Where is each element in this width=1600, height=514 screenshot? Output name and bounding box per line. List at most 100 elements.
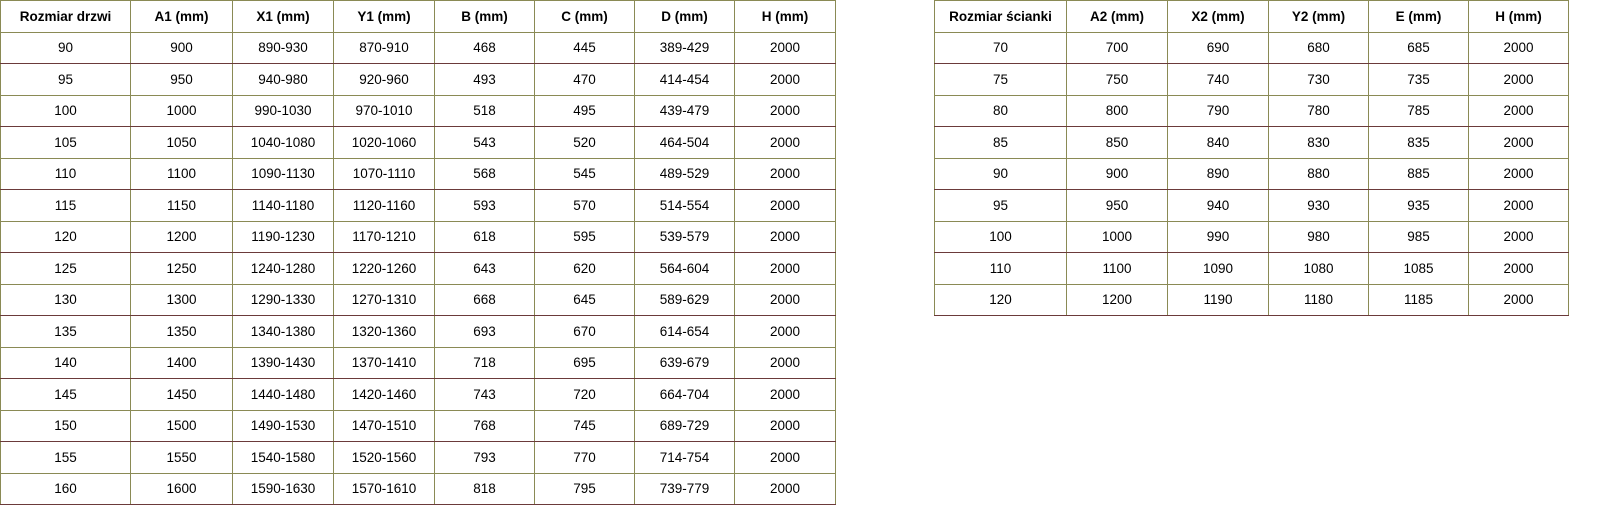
table-cell: 940: [1167, 189, 1269, 222]
table-cell: 900: [130, 31, 233, 64]
table-cell: 1180: [1268, 283, 1369, 316]
table-cell: 1000: [1066, 220, 1168, 253]
table-cell: 970-1010: [333, 94, 435, 127]
table-cell: 2000: [734, 63, 836, 96]
table-cell: 150: [0, 409, 131, 442]
table-cell: 110: [934, 252, 1067, 285]
table-cell: 135: [0, 315, 131, 348]
table-cell: 645: [534, 283, 635, 316]
table-cell: 1100: [1066, 252, 1168, 285]
table-cell: 595: [534, 220, 635, 253]
table-cell: 100: [934, 220, 1067, 253]
table-cell: 990-1030: [232, 94, 334, 127]
table-cell: 664-704: [634, 378, 735, 411]
table-cell: 920-960: [333, 63, 435, 96]
table-row: 80 800 790 780 785 2000: [934, 94, 1569, 127]
table-cell: 880: [1268, 157, 1369, 190]
table-row: 115 1150 1140-1180 1120-1160 593 570 514-554 20…: [0, 189, 836, 222]
table-cell: 140: [0, 346, 131, 379]
table-cell: 95: [0, 63, 131, 96]
table-cell: 785: [1368, 94, 1469, 127]
table-cell: 2000: [1468, 283, 1569, 316]
table-cell: 120: [934, 283, 1067, 316]
column-header: A1 (mm): [130, 0, 233, 33]
wall-size-table: Rozmiar ścianki A2 (mm) X2 (mm) Y2 (mm) E (m…: [934, 0, 1569, 316]
table-cell: 1140-1180: [232, 189, 334, 222]
table-cell: 85: [934, 126, 1067, 159]
table-cell: 2000: [734, 315, 836, 348]
table-cell: 589-629: [634, 283, 735, 316]
table-cell: 514-554: [634, 189, 735, 222]
table-row: 90 900 890 880 885 2000: [934, 157, 1569, 190]
table-cell: 543: [434, 126, 535, 159]
table-row: 95 950 940 930 935 2000: [934, 189, 1569, 222]
table-cell: 745: [534, 409, 635, 442]
table-cell: 2000: [1468, 126, 1569, 159]
table-cell: 1320-1360: [333, 315, 435, 348]
table-cell: 1340-1380: [232, 315, 334, 348]
table-cell: 668: [434, 283, 535, 316]
table-cell: 1080: [1268, 252, 1369, 285]
table-cell: 1450: [130, 378, 233, 411]
table-cell: 718: [434, 346, 535, 379]
table-row: 110 1100 1090-1130 1070-1110 568 545 489-529 20…: [0, 157, 836, 190]
table-cell: 100: [0, 94, 131, 127]
table-cell: 1220-1260: [333, 252, 435, 285]
table-cell: 2000: [1468, 31, 1569, 64]
table-row: 150 1500 1490-1530 1470-1510 768 745 689-729 20…: [0, 409, 836, 442]
table-row: 110 1100 1090 1080 1085 2000: [934, 252, 1569, 285]
table-cell: 70: [934, 31, 1067, 64]
table-cell: 1570-1610: [333, 472, 435, 505]
table-cell: 1400: [130, 346, 233, 379]
table-row: 155 1550 1540-1580 1520-1560 793 770 714-754 20…: [0, 441, 836, 474]
table-cell: 950: [130, 63, 233, 96]
table-cell: 1520-1560: [333, 441, 435, 474]
table-cell: 520: [534, 126, 635, 159]
table-cell: 1270-1310: [333, 283, 435, 316]
table-cell: 700: [1066, 31, 1168, 64]
table-cell: 2000: [1468, 63, 1569, 96]
table-cell: 489-529: [634, 157, 735, 190]
table-cell: 593: [434, 189, 535, 222]
table-cell: 980: [1268, 220, 1369, 253]
column-header: C (mm): [534, 0, 635, 33]
header-row: Rozmiar drzwi A1 (mm) X1 (mm) Y1 (mm) B (mm)…: [0, 0, 836, 33]
table-cell: 2000: [734, 126, 836, 159]
table-cell: 695: [534, 346, 635, 379]
table-cell: 768: [434, 409, 535, 442]
table-cell: 730: [1268, 63, 1369, 96]
table-row: 105 1050 1040-1080 1020-1060 543 520 464-504 20…: [0, 126, 836, 159]
table-cell: 570: [534, 189, 635, 222]
table-cell: 680: [1268, 31, 1369, 64]
table-cell: 2000: [1468, 220, 1569, 253]
header-row: Rozmiar ścianki A2 (mm) X2 (mm) Y2 (mm) E (m…: [934, 0, 1569, 33]
table-cell: 1440-1480: [232, 378, 334, 411]
column-header: H (mm): [1468, 0, 1569, 33]
table-row: 100 1000 990 980 985 2000: [934, 220, 1569, 253]
table-cell: 2000: [734, 157, 836, 190]
table-cell: 1500: [130, 409, 233, 442]
table-cell: 75: [934, 63, 1067, 96]
table-cell: 2000: [1468, 157, 1569, 190]
column-header: Rozmiar ścianki: [934, 0, 1067, 33]
table-cell: 1590-1630: [232, 472, 334, 505]
table-cell: 690: [1167, 31, 1269, 64]
table-row: 160 1600 1590-1630 1570-1610 818 795 739-779 20…: [0, 472, 836, 505]
table-cell: 95: [934, 189, 1067, 222]
table-cell: 870-910: [333, 31, 435, 64]
table-cell: 90: [934, 157, 1067, 190]
table-cell: 2000: [734, 409, 836, 442]
table-cell: 568: [434, 157, 535, 190]
table-cell: 1290-1330: [232, 283, 334, 316]
table-cell: 493: [434, 63, 535, 96]
table-cell: 885: [1368, 157, 1469, 190]
table-row: 90 900 890-930 870-910 468 445 389-429 2000: [0, 31, 836, 64]
table-cell: 468: [434, 31, 535, 64]
table-cell: 750: [1066, 63, 1168, 96]
table-cell: 1090: [1167, 252, 1269, 285]
column-header: X1 (mm): [232, 0, 334, 33]
table-cell: 739-779: [634, 472, 735, 505]
table-cell: 2000: [734, 252, 836, 285]
table-cell: 130: [0, 283, 131, 316]
table-cell: 1550: [130, 441, 233, 474]
